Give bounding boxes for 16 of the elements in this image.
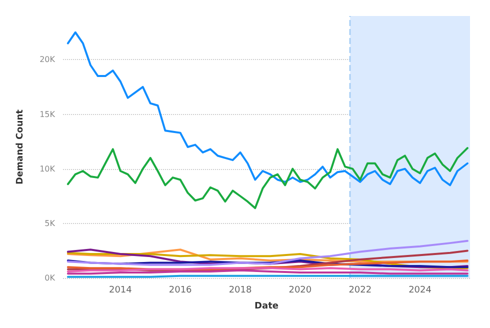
y-tick-label: 0K <box>44 274 56 282</box>
y-tick-label: 15K <box>40 110 56 119</box>
x-tick-label: 2016 <box>168 286 192 296</box>
x-tick-label: 2014 <box>108 286 132 296</box>
y-tick-label: 20K <box>40 55 56 64</box>
line-series <box>66 31 468 186</box>
x-tick-label: 2022 <box>348 286 372 296</box>
x-tick-label: 2018 <box>228 286 252 296</box>
y-tick-label: 10K <box>40 164 56 174</box>
x-tick-label: 2020 <box>288 286 312 296</box>
line-series <box>66 240 468 266</box>
y-axis-title: Demand Count <box>16 108 26 184</box>
x-axis-title: Date <box>254 302 278 312</box>
y-tick-label: 5K <box>44 218 56 228</box>
x-tick-label: 2024 <box>408 286 432 296</box>
line-series <box>66 147 468 210</box>
